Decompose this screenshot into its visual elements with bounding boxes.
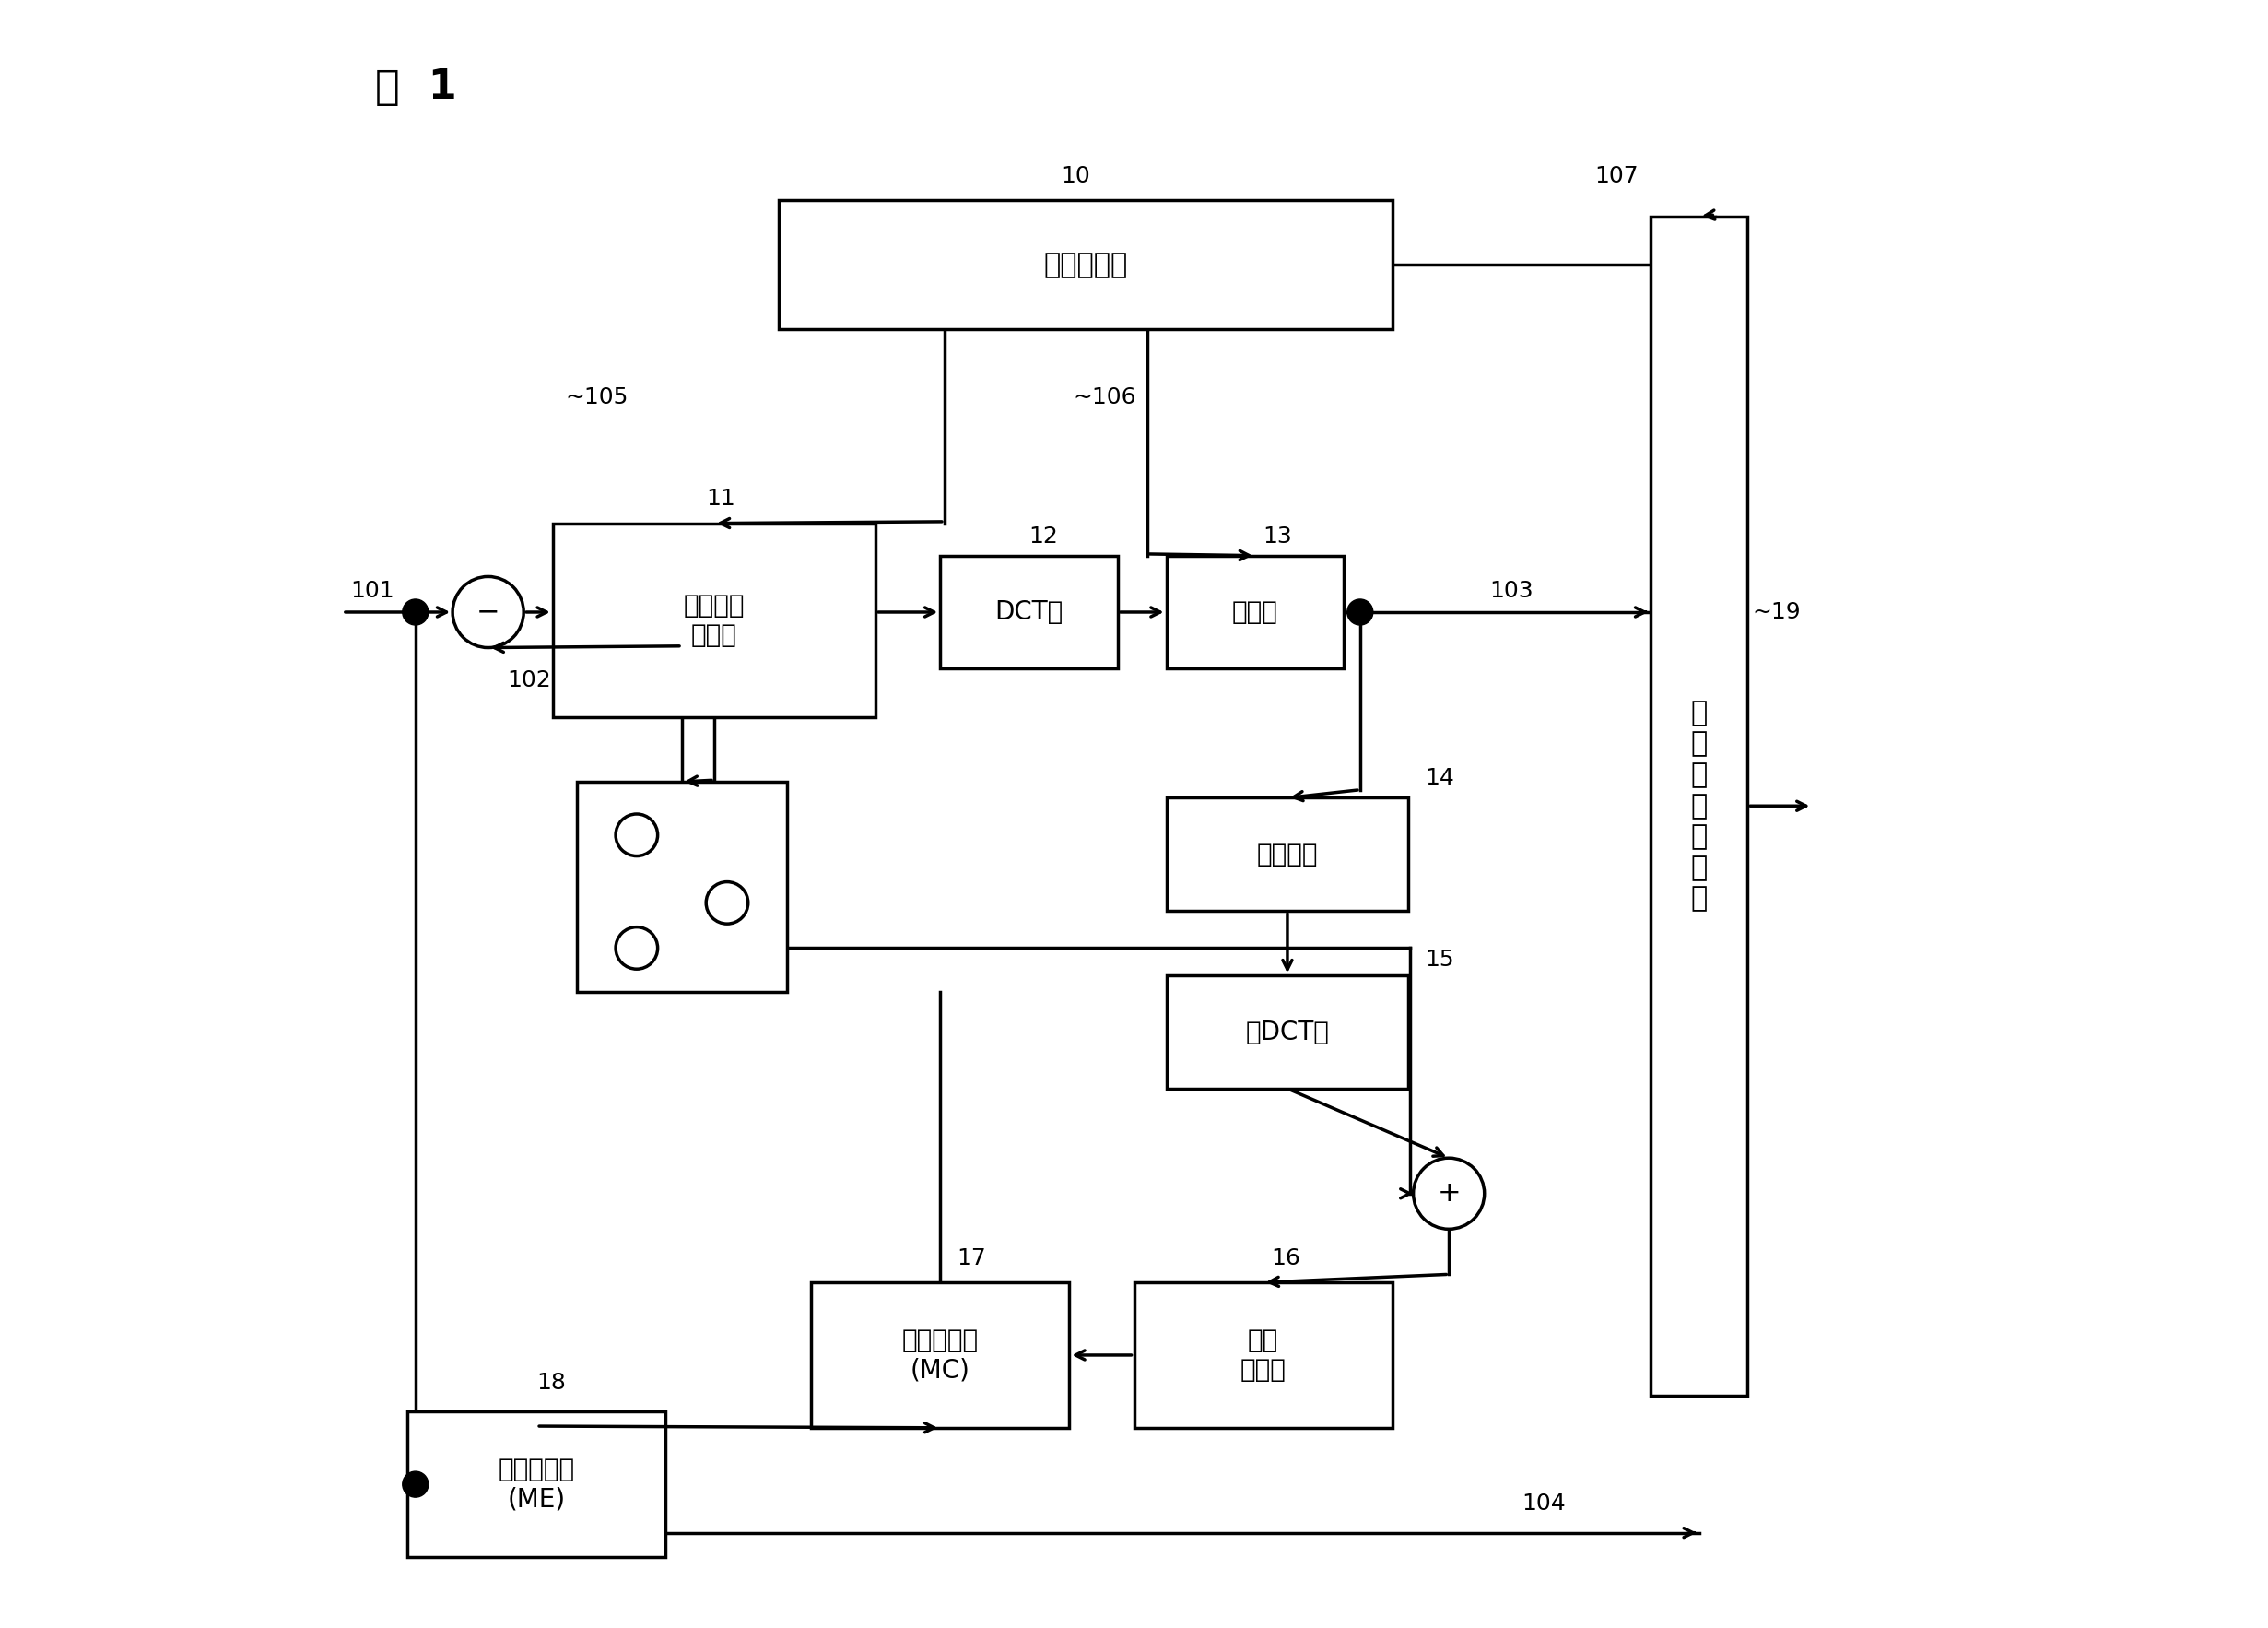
Text: 18: 18 (538, 1371, 567, 1394)
Text: 编码模式
判定部: 编码模式 判定部 (683, 593, 744, 648)
Text: 15: 15 (1424, 947, 1454, 970)
FancyBboxPatch shape (408, 1411, 667, 1556)
Text: 13: 13 (1263, 526, 1293, 547)
Text: 逆量化部: 逆量化部 (1256, 842, 1318, 868)
Text: 量化部: 量化部 (1232, 599, 1279, 625)
FancyBboxPatch shape (1651, 217, 1749, 1395)
Text: DCT部: DCT部 (996, 599, 1064, 625)
Text: −: − (476, 599, 499, 625)
Text: 14: 14 (1424, 767, 1454, 790)
Text: 104: 104 (1522, 1493, 1565, 1514)
Circle shape (615, 814, 658, 856)
FancyBboxPatch shape (1166, 555, 1345, 669)
FancyBboxPatch shape (576, 781, 787, 991)
Circle shape (454, 576, 524, 648)
Circle shape (1413, 1158, 1483, 1229)
FancyBboxPatch shape (812, 1283, 1070, 1428)
Text: ~106: ~106 (1073, 386, 1136, 409)
Circle shape (401, 1472, 429, 1498)
Text: 103: 103 (1490, 580, 1533, 602)
Circle shape (705, 882, 748, 923)
Text: 图  1: 图 1 (374, 67, 456, 107)
FancyBboxPatch shape (553, 523, 875, 716)
Text: 10: 10 (1061, 164, 1091, 187)
Text: 16: 16 (1272, 1247, 1300, 1270)
FancyBboxPatch shape (941, 555, 1118, 669)
Text: 视频
存储器: 视频 存储器 (1241, 1327, 1286, 1382)
Text: 107: 107 (1594, 164, 1637, 187)
Text: 12: 12 (1030, 526, 1059, 547)
Text: ~19: ~19 (1753, 601, 1801, 624)
Text: ~105: ~105 (565, 386, 628, 409)
FancyBboxPatch shape (1134, 1283, 1393, 1428)
Circle shape (1347, 599, 1372, 625)
FancyBboxPatch shape (778, 200, 1393, 329)
Circle shape (401, 599, 429, 625)
Text: 可
变
长
度
编
码
部: 可 变 长 度 编 码 部 (1690, 700, 1708, 912)
Circle shape (615, 926, 658, 969)
Text: 11: 11 (705, 488, 735, 510)
FancyBboxPatch shape (1166, 975, 1408, 1089)
Text: 运动补偿部
(MC): 运动补偿部 (MC) (903, 1327, 978, 1382)
Text: 逆DCT部: 逆DCT部 (1245, 1019, 1329, 1045)
FancyBboxPatch shape (1166, 798, 1408, 912)
Text: 运动检测部
(ME): 运动检测部 (ME) (499, 1457, 574, 1512)
Text: 101: 101 (352, 580, 395, 602)
Text: 编码控制部: 编码控制部 (1043, 251, 1127, 278)
Text: 17: 17 (957, 1247, 987, 1270)
Text: +: + (1438, 1180, 1461, 1206)
Text: 102: 102 (508, 669, 551, 690)
